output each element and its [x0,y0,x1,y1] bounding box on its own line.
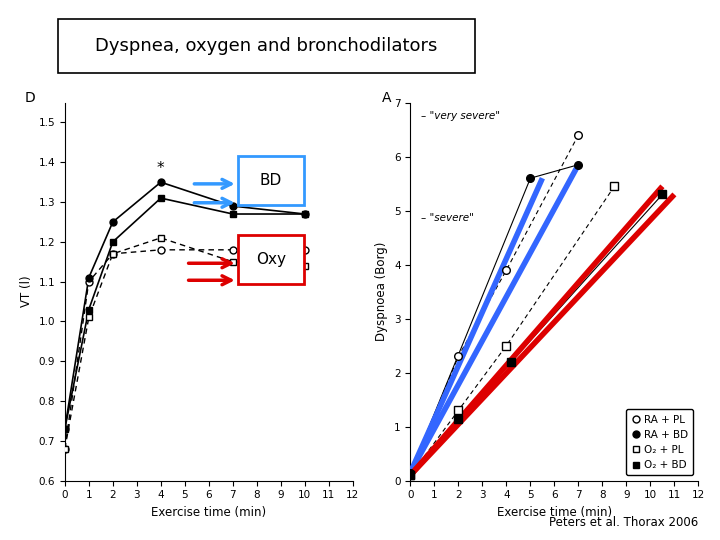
Text: Oxy: Oxy [256,252,286,267]
Text: Dyspnea, oxygen and bronchodilators: Dyspnea, oxygen and bronchodilators [95,37,438,55]
X-axis label: Exercise time (min): Exercise time (min) [497,506,612,519]
FancyBboxPatch shape [238,235,304,284]
Text: – "very severe": – "very severe" [421,111,500,121]
X-axis label: Exercise time (min): Exercise time (min) [151,506,266,519]
Y-axis label: Dyspnoea (Borg): Dyspnoea (Borg) [376,242,389,341]
Legend: RA + PL, RA + BD, O₂ + PL, O₂ + BD: RA + PL, RA + BD, O₂ + PL, O₂ + BD [626,409,693,475]
Text: *: * [157,161,165,176]
Text: D: D [24,91,35,105]
FancyBboxPatch shape [58,19,475,73]
Text: Peters et al. Thorax 2006: Peters et al. Thorax 2006 [549,516,698,529]
Text: A: A [382,91,391,105]
FancyBboxPatch shape [238,156,304,205]
Y-axis label: VT (l): VT (l) [20,276,33,307]
Text: BD: BD [260,173,282,187]
Text: – "severe": – "severe" [421,213,474,224]
